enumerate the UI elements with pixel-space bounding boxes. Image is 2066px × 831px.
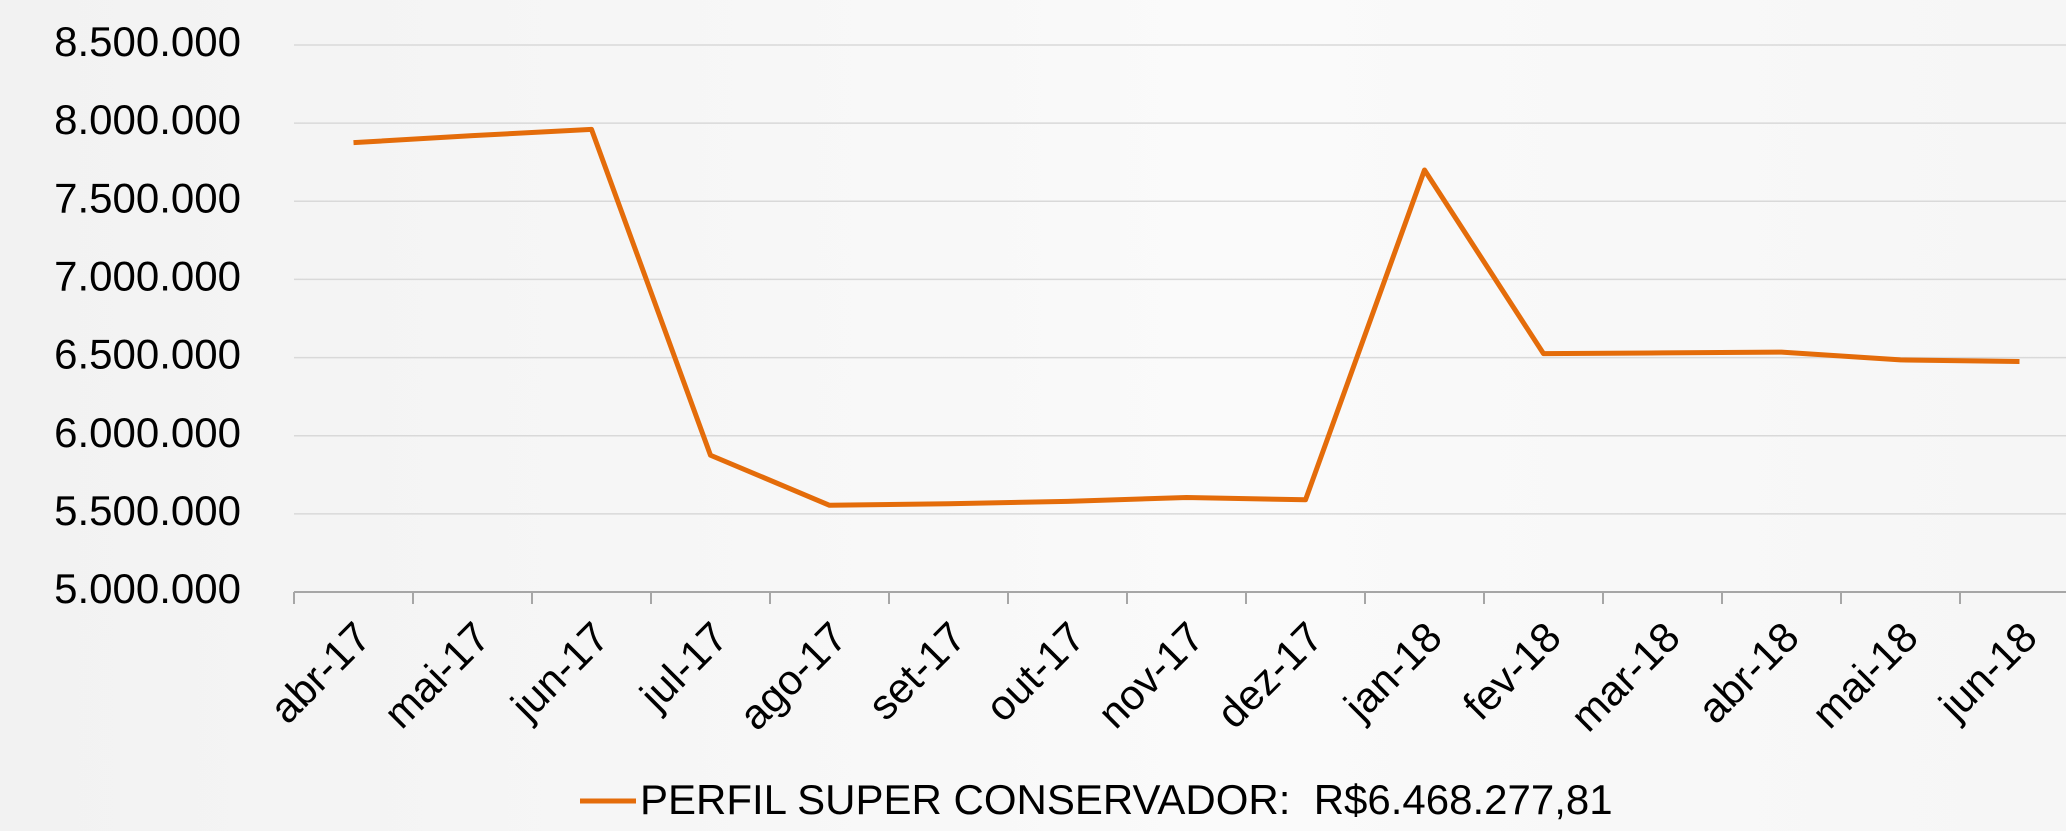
x-tick-label: jun-18	[1928, 613, 2045, 730]
x-tick-label: fev-18	[1454, 613, 1570, 729]
x-tick-label: abr-18	[1689, 613, 1808, 732]
x-tick-label: abr-17	[261, 613, 380, 732]
x-tick-label: mar-18	[1561, 613, 1688, 740]
x-tick-label: out-17	[976, 613, 1093, 730]
x-tick-label: dez-17	[1208, 613, 1332, 737]
legend-label: PERFIL SUPER CONSERVADOR: R$6.468.277,81	[640, 776, 1613, 823]
y-tick-label: 5.500.000	[54, 487, 241, 534]
x-tick-label: mai-17	[375, 613, 499, 737]
y-tick-label: 6.500.000	[54, 331, 241, 378]
x-tick-label: ago-17	[730, 613, 856, 739]
x-tick-label: mai-18	[1803, 613, 1927, 737]
y-tick-label: 8.500.000	[54, 18, 241, 65]
line-series	[353, 126, 2020, 508]
y-tick-label: 6.000.000	[54, 409, 241, 456]
y-tick-label: 5.000.000	[54, 565, 241, 612]
y-tick-label: 7.500.000	[54, 174, 241, 221]
x-tick-label: set-17	[859, 613, 975, 729]
x-tick-label: jan-18	[1333, 613, 1450, 730]
x-tick-label: jul-17	[629, 613, 736, 720]
x-tick-label: jun-17	[500, 613, 617, 730]
y-tick-label: 7.000.000	[54, 253, 241, 300]
y-tick-label: 8.000.000	[54, 96, 241, 143]
x-tick-label: nov-17	[1089, 613, 1213, 737]
